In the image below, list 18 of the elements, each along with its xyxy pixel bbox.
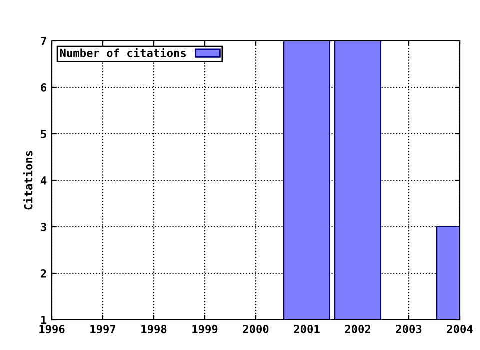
x-tick-label: 2000 xyxy=(243,325,269,334)
y-tick-label: 1 xyxy=(41,316,47,324)
x-tick-label: 1999 xyxy=(192,325,218,334)
y-tick-label: 2 xyxy=(41,269,46,278)
x-tick-label: 2002 xyxy=(345,325,370,334)
y-tick-label: 7 xyxy=(41,37,46,46)
x-tick-label: 2003 xyxy=(396,325,422,334)
x-tick-label: 1997 xyxy=(90,325,116,334)
x-tick-label: 1996 xyxy=(40,325,65,334)
y-tick-label: 4 xyxy=(41,176,47,185)
y-axis-title: Citations xyxy=(24,151,33,210)
x-tick-label: 2001 xyxy=(294,325,320,334)
legend-label: Number of citations xyxy=(60,48,186,58)
x-tick-label: 1998 xyxy=(142,325,167,334)
x-tick-label: 2004 xyxy=(447,325,473,334)
y-tick-label: 6 xyxy=(41,83,47,92)
y-tick-label: 3 xyxy=(41,222,46,232)
y-tick-label: 5 xyxy=(41,130,46,138)
